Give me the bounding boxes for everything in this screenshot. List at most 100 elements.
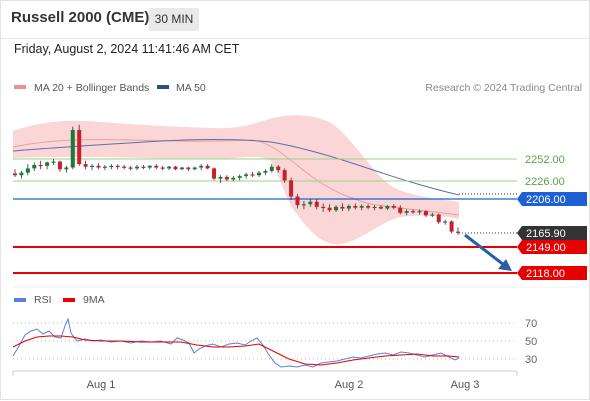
candle-down xyxy=(115,165,120,168)
candle-down xyxy=(77,129,82,165)
candle-down xyxy=(449,221,454,232)
ma50-legend-swatch xyxy=(157,85,169,89)
candle-down xyxy=(205,165,210,169)
bb-legend-label: MA 20 + Bollinger Bands xyxy=(34,82,149,94)
rsi-legend-label: RSI xyxy=(34,294,52,306)
candle-down xyxy=(436,214,441,223)
candle-down xyxy=(289,180,294,197)
candle-down xyxy=(282,170,287,181)
resistance-1-label: 2226.00 xyxy=(525,176,565,188)
rsi-ma-legend-label: 9MA xyxy=(83,294,105,306)
candle-down xyxy=(411,211,416,213)
rsi-tick-50: 50 xyxy=(525,336,537,348)
rsi-legend-swatch xyxy=(14,298,26,302)
candle-down xyxy=(141,166,146,168)
candle-down xyxy=(38,164,43,167)
copyright-text: Research © 2024 Trading Central xyxy=(425,82,582,94)
candle-up xyxy=(430,214,435,216)
candle-down xyxy=(456,231,460,233)
candle-down xyxy=(353,205,358,208)
candle-up xyxy=(64,167,69,170)
candle-down xyxy=(366,205,371,208)
forecast-arrow-head xyxy=(498,259,512,271)
candle-down xyxy=(13,173,17,176)
support-1-tag xyxy=(517,240,587,254)
rsi-line xyxy=(12,317,460,368)
candle-down xyxy=(122,166,127,168)
candle-down xyxy=(295,196,300,206)
candle-up xyxy=(90,165,95,168)
candle-down xyxy=(160,167,165,169)
candle-down xyxy=(423,211,428,216)
pivot-label: 2206.00 xyxy=(526,194,566,206)
candle-up xyxy=(199,165,204,168)
rsi-ma-line xyxy=(12,335,460,366)
candle-up xyxy=(244,174,249,177)
resistance-2-label: 2252.00 xyxy=(525,154,565,166)
ma20-line xyxy=(12,139,460,216)
last-price-tag xyxy=(517,226,587,240)
candle-down xyxy=(391,205,396,208)
candle-up xyxy=(179,167,184,170)
candle-up xyxy=(167,166,172,169)
candle-down xyxy=(276,166,281,171)
support-2-tag xyxy=(517,266,587,280)
header: Russell 2000 (CME) 30 MIN xyxy=(1,1,589,39)
candle-down xyxy=(96,165,101,168)
candle-up xyxy=(231,177,236,180)
candle-down xyxy=(340,206,345,209)
candle-up xyxy=(45,162,50,166)
rsi-ma-legend-swatch xyxy=(63,298,75,302)
candle-up xyxy=(32,164,37,169)
candle-up xyxy=(404,211,409,213)
candle-up xyxy=(109,165,114,168)
candle-up xyxy=(269,166,274,171)
candle-up xyxy=(25,168,30,173)
candle-up xyxy=(237,176,242,178)
ma50-legend-label: MA 50 xyxy=(176,82,206,94)
rsi-tick-70: 70 xyxy=(525,318,537,330)
candle-down xyxy=(327,207,332,211)
candle-down xyxy=(83,164,88,167)
candle-up xyxy=(218,176,223,179)
candle-up xyxy=(372,206,377,209)
candle-up xyxy=(308,201,313,205)
x-tick-aug3: Aug 3 xyxy=(451,379,480,391)
candle-up xyxy=(359,205,364,208)
support-2-label: 2118.00 xyxy=(526,268,565,280)
candle-down xyxy=(154,165,159,168)
candle-up xyxy=(19,172,24,176)
timeframe-button[interactable]: 30 MIN xyxy=(149,8,199,31)
candle-up xyxy=(256,172,261,176)
support-1-label: 2149.00 xyxy=(526,242,566,254)
candle-down xyxy=(250,174,255,176)
bollinger-band-fill xyxy=(13,115,459,245)
ma50-line xyxy=(12,139,460,196)
timestamp: Friday, August 2, 2024 11:41:46 AM CET xyxy=(14,42,240,56)
candle-up xyxy=(70,129,75,168)
candle-down xyxy=(224,176,229,180)
candle-up xyxy=(134,166,139,169)
candle-up xyxy=(192,167,197,170)
candle-up xyxy=(443,221,448,223)
candle-down xyxy=(321,206,326,209)
candle-up xyxy=(147,165,152,168)
candle-down xyxy=(398,207,403,213)
candle-down xyxy=(57,161,62,170)
candle-up xyxy=(102,166,107,168)
candle-up xyxy=(346,205,351,209)
candle-up xyxy=(301,204,306,206)
candlestick-series xyxy=(13,124,460,236)
last-price-label: 2165.90 xyxy=(526,228,566,240)
candle-down xyxy=(186,167,191,170)
candle-up xyxy=(334,206,339,211)
candle-up xyxy=(263,170,268,173)
candle-down xyxy=(378,206,383,209)
candle-down xyxy=(128,167,133,169)
x-tick-aug1: Aug 1 xyxy=(87,379,116,391)
candle-up xyxy=(51,161,56,163)
instrument-title: Russell 2000 (CME) xyxy=(11,9,150,26)
pivot-tag xyxy=(517,192,587,206)
